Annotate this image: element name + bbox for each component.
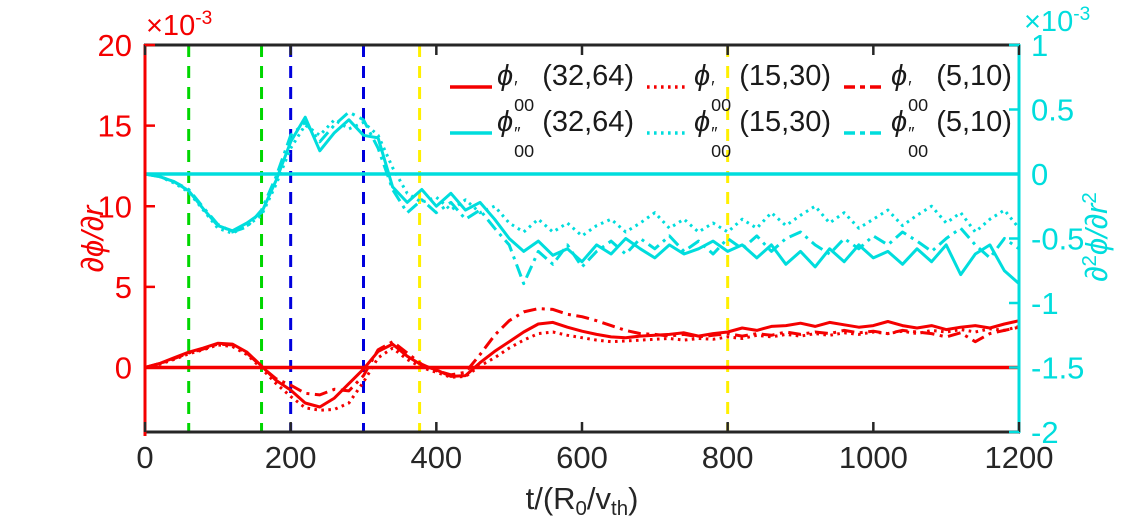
- text-part: ϕ: [891, 60, 908, 93]
- legend-entry-6: ϕ ″ 00 (5,10): [844, 106, 1012, 160]
- text-part: ′ 00: [711, 77, 732, 115]
- text-part: (32,64): [534, 106, 635, 139]
- text-part: ″ 00: [711, 123, 732, 161]
- legend-line-sample: [647, 85, 689, 89]
- text-part: t/(R: [525, 481, 576, 516]
- legend-entry-3: ϕ ′ 00 (5,10): [844, 60, 1012, 114]
- legend-line-sample: [450, 131, 492, 135]
- y-left-tick-label: 20: [98, 28, 132, 63]
- text-part: (5,10): [928, 60, 1012, 93]
- text-part: 2: [1077, 255, 1101, 267]
- text-part: ∂ϕ/∂r: [75, 205, 110, 273]
- legend-label: ϕ ′ 00 (5,10): [891, 60, 1012, 113]
- y-right-tick-label: 0: [1031, 157, 1048, 192]
- x-tick-label: 800: [702, 440, 754, 475]
- text-part: ×10: [1024, 6, 1074, 38]
- text-part: ϕ: [497, 106, 514, 139]
- legend-line-sample: [844, 131, 886, 135]
- series-line-6: [144, 110, 1020, 286]
- y-left-tick-label: 10: [98, 189, 132, 224]
- text-part: ϕ: [694, 106, 711, 139]
- y-right-tick-label: -1: [1031, 286, 1059, 321]
- text-part: ′ 00: [514, 77, 535, 115]
- x-tick-label: 1000: [839, 440, 908, 475]
- legend-label: ϕ ′ 00 (32,64): [497, 60, 634, 113]
- y-left-tick-label: 0: [115, 351, 132, 386]
- text-part: ×10: [146, 10, 196, 42]
- legend-label: ϕ ″ 00 (32,64): [497, 106, 634, 159]
- y-right-tick-label: -1.5: [1031, 351, 1084, 386]
- text-part: ϕ/∂r: [1079, 203, 1114, 256]
- text-part: /v: [586, 481, 612, 516]
- legend-label: ϕ ′ 00 (15,30): [694, 60, 831, 113]
- text-part: ′ 00: [908, 77, 929, 115]
- series-line-4: [144, 115, 1020, 285]
- text-part: ″ 00: [514, 123, 535, 161]
- y-right-tick-label: 0.5: [1031, 93, 1074, 128]
- legend-entry-5: ϕ ″ 00 (15,30): [647, 106, 844, 160]
- legend-label: ϕ ″ 00 (15,30): [694, 106, 831, 159]
- text-part: ϕ: [694, 60, 711, 93]
- legend-line-sample: [844, 85, 886, 89]
- series-line-5: [144, 118, 1021, 238]
- text-part: ϕ: [891, 106, 908, 139]
- legend-entry-2: ϕ ′ 00 (15,30): [647, 60, 844, 114]
- text-part: -3: [195, 8, 213, 30]
- legend-label: ϕ ″ 00 (5,10): [891, 106, 1012, 159]
- y-right-tick-label: 1: [1031, 28, 1048, 63]
- text-part: ∂: [1079, 266, 1114, 282]
- y-right-tick-label: -0.5: [1031, 222, 1084, 257]
- left-axis-label: ∂ϕ/∂r: [72, 134, 114, 344]
- right-axis-exponent: ×10-3: [1024, 4, 1091, 39]
- x-axis-label: t/(R0/vth): [432, 481, 732, 521]
- text-part: (15,30): [731, 60, 832, 93]
- text-part: ″ 00: [908, 123, 929, 161]
- x-tick-label: 400: [410, 440, 462, 475]
- right-axis-label: ∂2ϕ/∂r2: [1076, 127, 1118, 347]
- text-part: -3: [1073, 4, 1091, 26]
- text-part: 0: [575, 497, 587, 521]
- text-part: 2: [1077, 192, 1101, 204]
- y-left-tick-label: 5: [115, 270, 132, 305]
- y-left-tick-label: 15: [98, 109, 132, 144]
- text-part: ϕ: [497, 60, 514, 93]
- legend-line-sample: [450, 85, 492, 89]
- text-part: th: [611, 497, 629, 521]
- legend-entry-4: ϕ ″ 00 (32,64): [450, 106, 647, 160]
- series-line-1: [144, 319, 1020, 409]
- text-part: (5,10): [928, 106, 1012, 139]
- x-tick-label: 200: [265, 440, 317, 475]
- legend-line-sample: [647, 131, 689, 135]
- series-line-3: [144, 307, 1020, 397]
- x-tick-label: 1200: [985, 440, 1054, 475]
- x-tick-label: 600: [556, 440, 608, 475]
- text-part: (32,64): [534, 60, 635, 93]
- text-part: (15,30): [731, 106, 832, 139]
- x-tick-label: 0: [136, 440, 153, 475]
- text-part: ): [628, 481, 639, 516]
- legend-entry-1: ϕ ′ 00 (32,64): [450, 60, 647, 114]
- y-right-tick-label: -2: [1031, 415, 1059, 450]
- left-axis-exponent: ×10-3: [146, 8, 213, 43]
- legend: ϕ ′ 00 (32,64) ϕ ′ 00 (15,30) ϕ ′ 00 (5,10) ϕ ″ 00 …: [450, 60, 1012, 160]
